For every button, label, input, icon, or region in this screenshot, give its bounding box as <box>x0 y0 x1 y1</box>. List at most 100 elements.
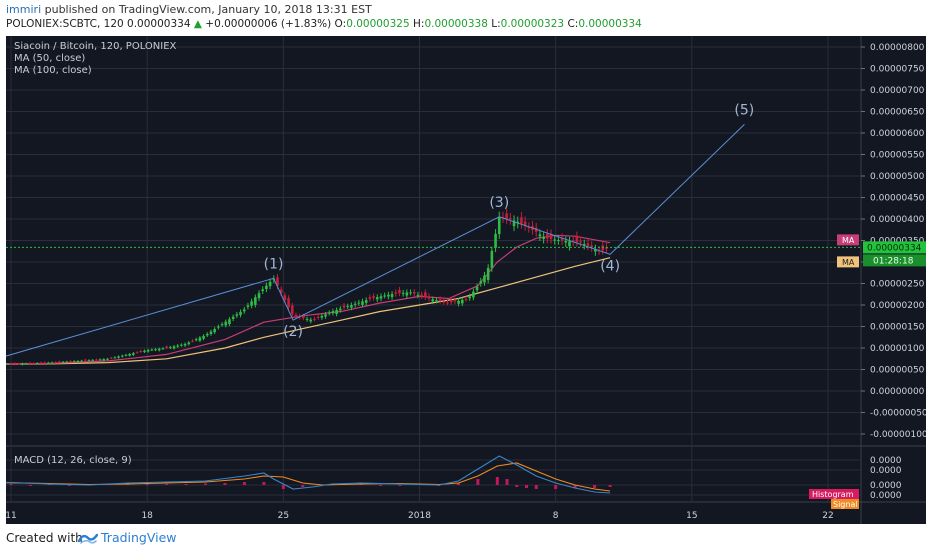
candle-body <box>457 300 460 304</box>
candle-body <box>187 342 191 345</box>
current-price-tag <box>863 241 926 254</box>
candle-body <box>327 312 331 314</box>
candle-body <box>154 349 157 351</box>
candle-body <box>169 347 172 349</box>
candle-body <box>364 300 368 303</box>
ma100-series <box>6 257 611 365</box>
macd-title: MACD (12, 26, close, 9) <box>14 455 132 466</box>
candle-body <box>209 331 213 335</box>
candle-body <box>165 346 168 348</box>
candle-body <box>375 297 379 300</box>
candle-body <box>512 220 516 227</box>
time-tick-label: 22 <box>822 511 833 521</box>
macd-signal-line <box>6 462 611 492</box>
macd-histogram-bar <box>165 484 169 485</box>
candle-body <box>261 289 265 291</box>
candle-body <box>557 240 560 242</box>
candle-body <box>135 352 139 354</box>
candle-body <box>494 233 497 248</box>
candle-body <box>213 329 216 333</box>
price-tick-label: 0.00000550 <box>870 151 925 161</box>
macd-panel <box>6 455 612 494</box>
candle-body <box>431 299 435 302</box>
price-tick-label: 0.00000600 <box>870 129 925 139</box>
price-tick-label: 0.00000750 <box>870 65 925 75</box>
candle-body <box>65 361 69 363</box>
candle-body <box>143 350 146 352</box>
countdown-label: 01:28:18 <box>873 256 914 266</box>
candle-body <box>453 300 457 302</box>
candle-body <box>235 314 239 316</box>
ohlc-close: 0.00000334 <box>578 18 642 30</box>
candle-body <box>479 281 483 284</box>
chart-header: immiri published on TradingView.com, Jan… <box>0 0 932 34</box>
macd-histogram-bar <box>495 477 499 485</box>
macd-histogram-bar <box>398 485 402 486</box>
price-tick-label: 0.00000650 <box>870 108 925 118</box>
candle-body <box>575 236 579 243</box>
candle-body <box>560 237 564 241</box>
candle-body <box>527 227 531 229</box>
price-tick-label: -0.00000050 <box>870 409 926 419</box>
wave-label-2: (2) <box>283 324 303 340</box>
candle-body <box>361 301 364 305</box>
price-tick-label: 0.00000150 <box>870 323 925 333</box>
candle-body <box>302 315 305 319</box>
candle-body <box>220 324 224 326</box>
candle-body <box>468 296 471 299</box>
candle-body <box>383 295 386 297</box>
candle-body <box>43 362 46 364</box>
candle-body <box>305 318 309 320</box>
candle-body <box>472 291 475 298</box>
time-axis: 11 18 25 2018 8 15 22 <box>6 511 834 521</box>
candle-body <box>250 301 253 306</box>
candle-body <box>183 343 187 346</box>
macd-histogram-bar <box>608 485 612 487</box>
candle-body <box>483 275 486 283</box>
macd-histogram-bar <box>242 482 246 485</box>
macd-histogram-bar <box>515 485 519 487</box>
candle-body <box>401 292 405 294</box>
candle-body <box>113 357 117 359</box>
candle-body <box>231 316 235 319</box>
candle-body <box>331 311 335 314</box>
candle-body <box>546 233 549 239</box>
candle-body <box>475 286 479 291</box>
candle-body <box>509 218 512 220</box>
candle-body <box>217 326 220 328</box>
author-link[interactable]: immiri <box>6 3 42 16</box>
candle-body <box>486 267 490 280</box>
candle-body <box>416 294 420 296</box>
wave-label-1: (1) <box>264 256 284 272</box>
candle-body <box>438 299 442 301</box>
candle-body <box>294 314 298 317</box>
price-tick-label: 0.00000000 <box>870 387 925 397</box>
tradingview-brand[interactable]: TradingView <box>101 530 177 545</box>
candle-body <box>339 308 342 311</box>
ohlc-high: 0.00000338 <box>424 18 488 30</box>
candle-body <box>254 297 257 305</box>
candle-body <box>109 357 113 359</box>
candle-body <box>139 351 143 353</box>
macd-histogram-bar <box>593 485 597 488</box>
price-tick-label: 0.00000400 <box>870 215 925 225</box>
candle-body <box>102 359 106 361</box>
candle-body <box>335 309 338 314</box>
ma100-tag <box>837 256 859 268</box>
candle-body <box>128 354 131 356</box>
macd-line <box>6 455 611 494</box>
macd-histogram-bar <box>262 482 266 485</box>
candle-body <box>150 349 154 351</box>
candle-body <box>198 337 202 341</box>
candle-body <box>490 250 494 269</box>
macd-histogram-bar <box>476 479 480 485</box>
candle-body <box>117 356 120 358</box>
macd-histogram-bar <box>9 484 13 485</box>
grid <box>6 36 926 524</box>
chart-area[interactable]: (1) (2) (3) (4) (5) 0.00000800 0.00000750 0.00… <box>6 36 926 524</box>
candle-body <box>268 281 272 287</box>
macd-histogram-bar <box>534 485 538 489</box>
candle-body <box>449 300 453 303</box>
candle-body <box>98 359 102 361</box>
candle-body <box>405 292 409 296</box>
